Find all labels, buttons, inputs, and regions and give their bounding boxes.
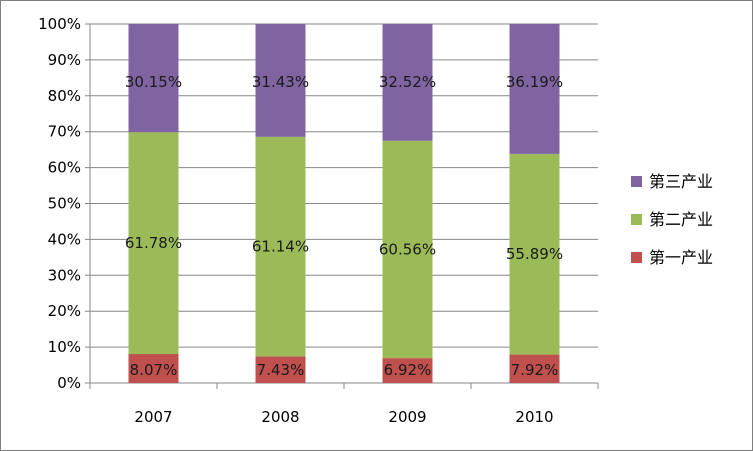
y-tick-label: 60% xyxy=(48,159,81,177)
bar-segment xyxy=(255,136,306,357)
y-tick-label: 0% xyxy=(57,374,81,392)
legend-label: 第三产业 xyxy=(649,172,713,191)
data-label: 55.89% xyxy=(506,245,563,263)
bar-segment xyxy=(382,358,433,383)
bar-segment xyxy=(509,354,560,383)
legend-label: 第二产业 xyxy=(649,210,713,229)
legend-swatch xyxy=(631,252,642,263)
bar-segment xyxy=(128,354,179,383)
data-label: 7.92% xyxy=(511,361,559,379)
y-tick-label: 50% xyxy=(48,195,81,213)
y-tick-label: 40% xyxy=(48,230,81,248)
data-label: 8.07% xyxy=(130,361,178,379)
x-tick-label: 2009 xyxy=(388,408,426,426)
data-label: 61.14% xyxy=(252,238,309,256)
legend-swatch xyxy=(631,214,642,225)
data-label: 31.43% xyxy=(252,73,309,91)
x-tick-label: 2008 xyxy=(261,408,299,426)
x-tick-label: 2010 xyxy=(515,408,553,426)
y-tick-label: 30% xyxy=(48,266,81,284)
y-tick-label: 90% xyxy=(48,51,81,69)
y-tick-label: 80% xyxy=(48,87,81,105)
bar-segment xyxy=(128,132,179,355)
data-label: 30.15% xyxy=(125,73,182,91)
data-label: 36.19% xyxy=(506,73,563,91)
data-label: 6.92% xyxy=(384,361,432,379)
y-tick-label: 20% xyxy=(48,302,81,320)
data-label: 32.52% xyxy=(379,73,436,91)
bar-segment xyxy=(509,24,560,154)
bar-segment xyxy=(382,24,433,141)
bar-segment xyxy=(382,140,433,359)
y-tick-label: 10% xyxy=(48,338,81,356)
bar-segment xyxy=(509,153,560,355)
data-label: 60.56% xyxy=(379,240,436,258)
y-tick-label: 70% xyxy=(48,123,81,141)
data-label: 7.43% xyxy=(257,361,305,379)
legend-label: 第一产业 xyxy=(649,248,713,267)
bar-segment xyxy=(128,24,179,133)
bar-segment xyxy=(255,24,306,137)
data-label: 61.78% xyxy=(125,234,182,252)
y-tick-label: 100% xyxy=(38,15,81,33)
legend-swatch xyxy=(631,176,642,187)
x-tick-label: 2007 xyxy=(134,408,172,426)
bar-segment xyxy=(255,356,306,383)
